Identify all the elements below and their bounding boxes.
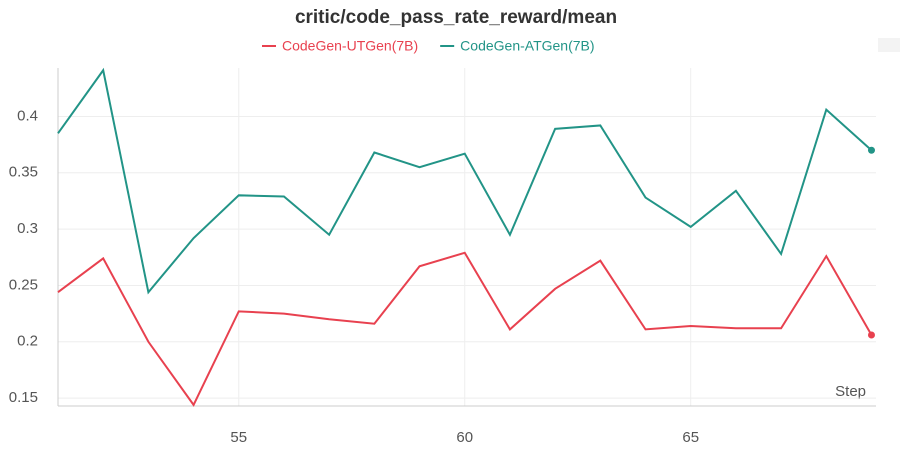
- x-tick-label: 55: [230, 429, 247, 446]
- x-axis-label: Step: [835, 383, 866, 400]
- chart-title: critic/code_pass_rate_reward/mean: [295, 7, 617, 28]
- y-tick-label: 0.15: [9, 389, 38, 406]
- x-tick-label: 60: [456, 429, 473, 446]
- y-tick-label: 0.4: [17, 107, 38, 124]
- y-tick-label: 0.25: [9, 276, 38, 293]
- y-tick-label: 0.3: [17, 220, 38, 237]
- menu-button[interactable]: [878, 38, 900, 52]
- end-point: [867, 331, 875, 339]
- y-tick-label: 0.35: [9, 164, 38, 181]
- x-tick-label: 65: [682, 429, 699, 446]
- legend-label: CodeGen-UTGen(7B): [282, 38, 418, 54]
- y-tick-label: 0.2: [17, 333, 38, 350]
- end-point: [867, 146, 875, 154]
- series-line: [57, 251, 873, 407]
- series-line: [57, 67, 873, 295]
- legend-label: CodeGen-ATGen(7B): [460, 38, 594, 54]
